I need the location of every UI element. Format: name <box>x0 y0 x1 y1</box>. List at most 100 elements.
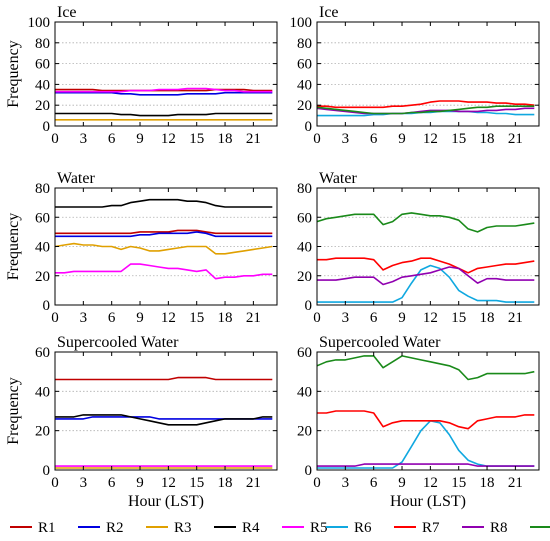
x-tick-label: 9 <box>398 310 406 326</box>
plot-frame <box>316 351 540 471</box>
series-line-r4 <box>55 198 273 208</box>
series-line-r9 <box>316 212 535 233</box>
series-line-r8 <box>317 463 535 467</box>
x-tick-label: 12 <box>423 131 438 147</box>
x-tick-label: 21 <box>246 131 261 147</box>
legend-label: R7 <box>422 520 440 536</box>
series-line-r5 <box>55 87 273 93</box>
x-tick-label: 15 <box>189 310 204 326</box>
x-tick-label: 3 <box>80 475 88 491</box>
x-tick-label: 9 <box>136 131 144 147</box>
series-line-r8 <box>317 266 535 286</box>
y-tick-label: 20 <box>35 269 50 285</box>
y-tick-label: 40 <box>297 384 312 400</box>
x-tick-label: 18 <box>218 310 233 326</box>
x-tick-label: 12 <box>161 310 176 326</box>
panel-title: Supercooled Water <box>57 334 179 351</box>
series-line-r7 <box>317 100 535 109</box>
panel-4: 0 20 40 60 80 0 3 6 9 12 15 18 21 Water <box>297 170 540 326</box>
panel-5: 0 20 40 60 0 3 6 9 12 15 18 21 Supercooled Water Freq… <box>5 334 278 510</box>
legend-item-r8: R8 <box>462 520 508 536</box>
series-line-r9 <box>316 105 535 115</box>
x-tick-label: 6 <box>370 310 378 326</box>
y-tick-label: 40 <box>35 77 50 93</box>
y-tick-label: 60 <box>35 210 50 226</box>
panel-2: 0 20 40 60 80 100 0 3 6 9 12 15 18 21 Ice <box>290 4 540 147</box>
y-tick-label: 60 <box>35 57 50 73</box>
legend-label: R6 <box>354 520 372 536</box>
panel-6: 0 20 40 60 0 3 6 9 12 15 18 21 Supercooled Water Hour… <box>297 334 540 510</box>
series-line-r7 <box>317 410 535 430</box>
y-tick-label: 40 <box>297 77 312 93</box>
series-line-r6 <box>317 419 535 469</box>
legend-item-r9: R9 <box>530 526 550 528</box>
panel-3: 0 20 40 60 80 0 3 6 9 12 15 18 21 Water Frequency <box>5 170 278 326</box>
x-tick-label: 0 <box>313 475 321 491</box>
series-line-r4 <box>55 414 273 426</box>
legend-item-r5: R5 <box>282 520 328 536</box>
x-tick-label: 3 <box>342 475 350 491</box>
y-tick-label: 0 <box>43 463 51 479</box>
x-tick-label: 12 <box>423 475 438 491</box>
y-tick-label: 20 <box>297 98 312 114</box>
x-tick-label: 18 <box>218 131 233 147</box>
series-line-r2 <box>55 91 273 96</box>
y-tick-label: 80 <box>297 36 312 52</box>
y-tick-label: 60 <box>297 345 312 361</box>
panel-title: Supercooled Water <box>319 334 441 351</box>
plot-frame <box>54 351 278 471</box>
x-tick-label: 12 <box>161 475 176 491</box>
x-tick-label: 0 <box>51 475 59 491</box>
plot-frame <box>316 21 540 127</box>
legend-label: R1 <box>38 520 56 536</box>
x-tick-label: 15 <box>451 310 466 326</box>
y-tick-label: 60 <box>297 57 312 73</box>
panel-1: 0 20 40 60 80 100 0 3 6 9 12 15 18 21 Ice Frequency <box>5 4 278 147</box>
plot-frame <box>54 187 278 306</box>
legend-label: R5 <box>310 520 328 536</box>
y-tick-label: 20 <box>297 269 312 285</box>
x-tick-label: 21 <box>246 475 261 491</box>
y-tick-label: 0 <box>305 119 313 135</box>
x-tick-label: 3 <box>80 310 88 326</box>
y-tick-label: 60 <box>35 345 50 361</box>
x-tick-label: 15 <box>451 131 466 147</box>
x-tick-label: 21 <box>246 310 261 326</box>
y-tick-label: 100 <box>28 15 51 31</box>
y-tick-label: 0 <box>43 298 51 314</box>
panel-title: Water <box>319 170 357 187</box>
x-tick-label: 18 <box>480 475 495 491</box>
x-tick-label: 3 <box>342 131 350 147</box>
y-tick-label: 100 <box>290 15 313 31</box>
series-line-r1 <box>55 229 273 235</box>
x-axis-label: Hour (LST) <box>128 493 204 510</box>
series-line-r6 <box>317 264 535 303</box>
x-tick-label: 6 <box>108 310 116 326</box>
series-line-r7 <box>317 257 535 274</box>
y-tick-label: 40 <box>35 384 50 400</box>
legend-label: R3 <box>174 520 192 536</box>
series-line-r9 <box>316 355 535 381</box>
x-tick-label: 0 <box>313 310 321 326</box>
x-tick-label: 9 <box>136 310 144 326</box>
legend-item-r6: R6 <box>326 520 372 536</box>
x-tick-label: 21 <box>508 131 523 147</box>
legend-label: R2 <box>106 520 124 536</box>
x-tick-label: 21 <box>508 475 523 491</box>
x-tick-label: 0 <box>51 131 59 147</box>
legend-label: R8 <box>490 520 508 536</box>
y-tick-label: 80 <box>35 36 50 52</box>
x-tick-label: 15 <box>451 475 466 491</box>
x-tick-label: 6 <box>370 475 378 491</box>
panel-title: Water <box>57 170 95 187</box>
y-tick-label: 0 <box>305 463 313 479</box>
y-axis-label: Frequency <box>5 40 22 108</box>
x-tick-label: 21 <box>508 310 523 326</box>
y-tick-label: 60 <box>297 210 312 226</box>
series-line-r5 <box>55 263 273 280</box>
legend-item-r3: R3 <box>146 520 192 536</box>
series-line-r3 <box>54 242 273 255</box>
series-line-r1 <box>55 376 273 381</box>
x-tick-label: 3 <box>342 310 350 326</box>
